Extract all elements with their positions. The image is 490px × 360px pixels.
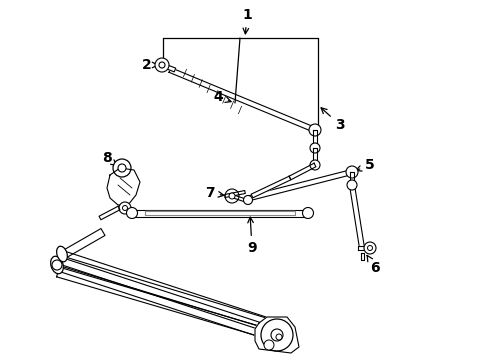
Ellipse shape (57, 246, 67, 262)
Circle shape (261, 319, 293, 351)
Circle shape (159, 62, 165, 68)
Text: 3: 3 (321, 108, 345, 132)
Polygon shape (225, 190, 245, 198)
Circle shape (155, 58, 169, 72)
Polygon shape (56, 255, 273, 330)
Circle shape (229, 193, 235, 199)
Circle shape (122, 206, 127, 211)
Text: 9: 9 (247, 217, 257, 255)
Circle shape (310, 160, 320, 170)
Polygon shape (132, 210, 308, 216)
Polygon shape (361, 253, 364, 260)
Polygon shape (313, 130, 317, 148)
Polygon shape (350, 172, 354, 185)
Polygon shape (161, 63, 176, 72)
Circle shape (309, 124, 321, 136)
Text: 1: 1 (242, 8, 252, 34)
Text: 4: 4 (213, 90, 231, 104)
Polygon shape (56, 267, 273, 340)
Polygon shape (145, 211, 295, 215)
Circle shape (113, 159, 131, 177)
Text: 8: 8 (102, 151, 117, 166)
Circle shape (364, 242, 376, 254)
Circle shape (244, 195, 252, 204)
Polygon shape (61, 229, 105, 258)
Circle shape (302, 207, 314, 219)
Circle shape (346, 166, 358, 178)
Text: 5: 5 (356, 158, 375, 172)
Polygon shape (55, 263, 271, 340)
Polygon shape (255, 317, 299, 353)
Ellipse shape (50, 256, 63, 274)
Circle shape (271, 329, 283, 341)
Circle shape (264, 340, 274, 350)
Circle shape (118, 164, 126, 172)
Polygon shape (59, 250, 275, 327)
Circle shape (276, 334, 282, 340)
Polygon shape (107, 168, 140, 205)
Circle shape (310, 143, 320, 153)
Polygon shape (99, 206, 120, 220)
Text: 6: 6 (367, 255, 380, 275)
Circle shape (225, 189, 239, 203)
Text: 7: 7 (205, 186, 224, 200)
Circle shape (347, 180, 357, 190)
Polygon shape (358, 246, 370, 250)
Text: 2: 2 (142, 58, 158, 72)
Circle shape (52, 260, 62, 270)
Polygon shape (289, 163, 316, 180)
Circle shape (126, 207, 138, 219)
Polygon shape (249, 170, 353, 201)
Polygon shape (232, 194, 250, 203)
Polygon shape (313, 148, 317, 165)
Polygon shape (251, 176, 291, 198)
Circle shape (368, 246, 372, 251)
Polygon shape (169, 68, 316, 132)
Polygon shape (349, 185, 365, 248)
Circle shape (119, 202, 131, 214)
